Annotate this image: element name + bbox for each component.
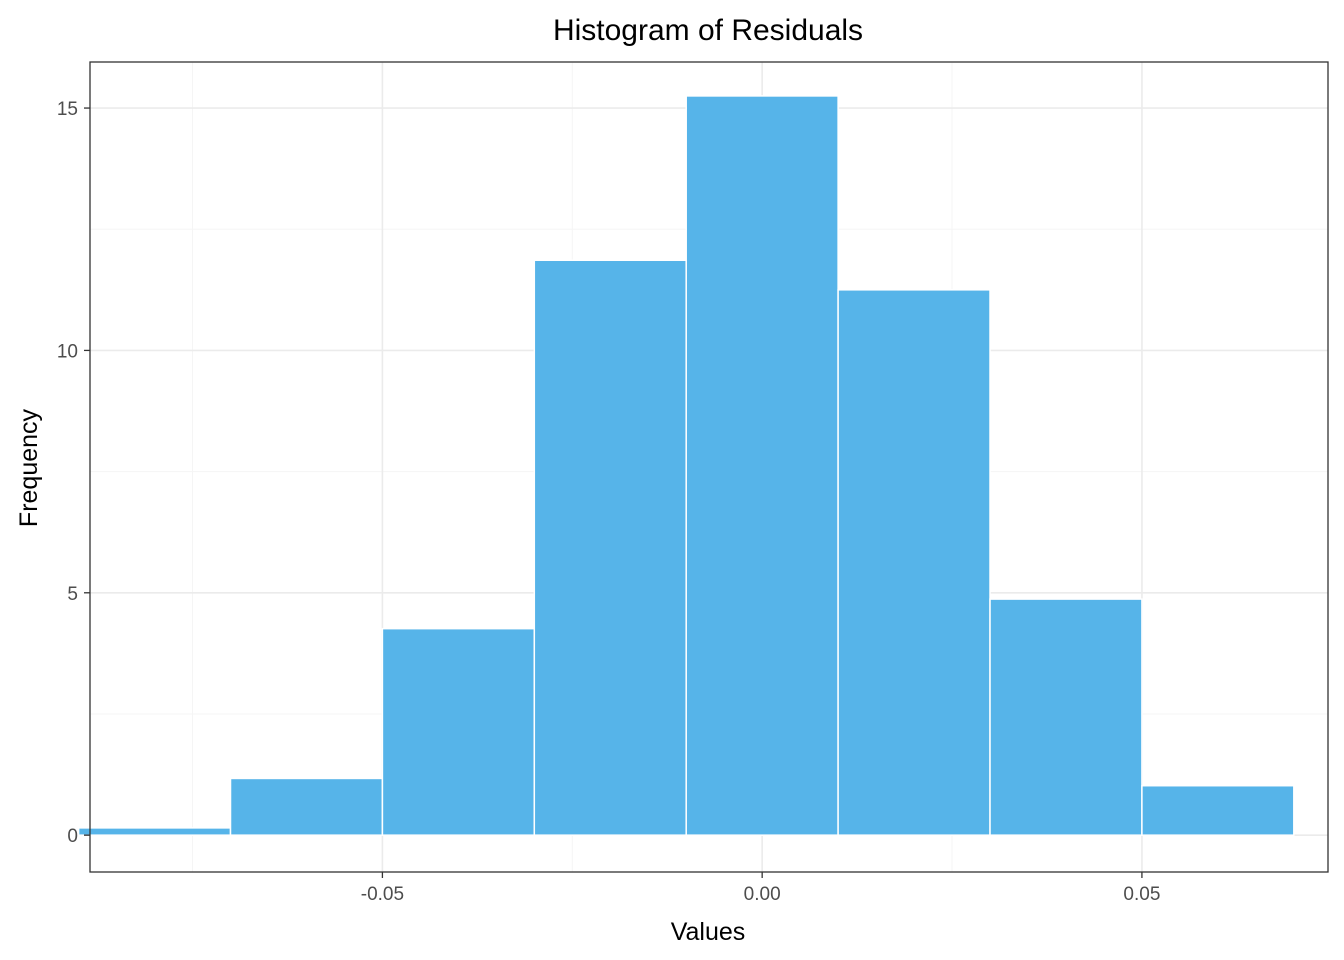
histogram-bar [533,259,687,836]
histogram-bar [837,289,991,836]
axis-ticks: -0.05 0.00 0.05 0 5 10 15 [57,99,1161,905]
histogram-bar [77,827,232,836]
y-tick-label: 10 [57,341,78,362]
histogram-bar [1141,784,1295,836]
panel-border [89,61,1329,873]
histogram-bar [685,95,839,836]
x-tick-label: -0.05 [361,884,404,905]
histogram-bar [229,777,384,836]
x-tick-label: 0.00 [744,884,781,905]
x-axis-title: Values [671,918,746,946]
y-tick-label: 15 [57,99,78,120]
x-tick-label: 0.05 [1123,884,1160,905]
histogram-bar [989,598,1143,836]
y-tick-label: 0 [67,826,78,847]
y-axis-title: Frequency [15,408,43,527]
chart-title: Histogram of Residuals [553,14,863,47]
histogram-bar [381,627,536,836]
histogram-bars [77,95,1295,836]
y-tick-label: 5 [67,584,78,605]
